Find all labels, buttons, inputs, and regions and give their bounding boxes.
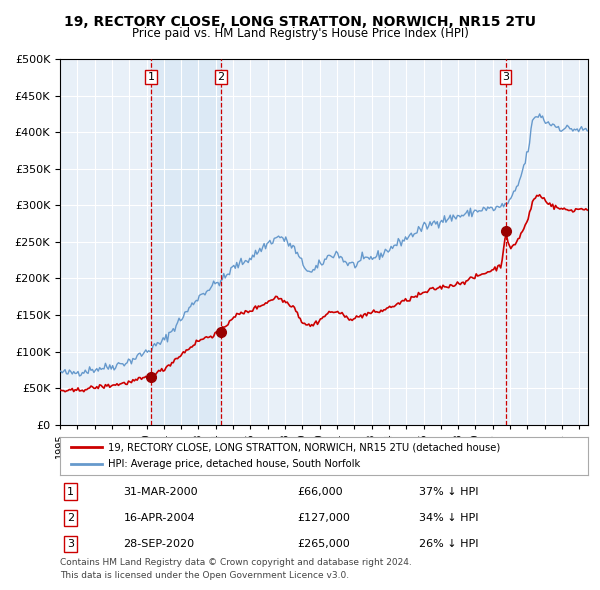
Text: £66,000: £66,000 [298,487,343,497]
Text: Contains HM Land Registry data © Crown copyright and database right 2024.: Contains HM Land Registry data © Crown c… [60,558,412,566]
Text: 2: 2 [217,72,224,82]
Text: £265,000: £265,000 [298,539,350,549]
Text: 28-SEP-2020: 28-SEP-2020 [124,539,194,549]
Text: 26% ↓ HPI: 26% ↓ HPI [419,539,479,549]
Text: 19, RECTORY CLOSE, LONG STRATTON, NORWICH, NR15 2TU: 19, RECTORY CLOSE, LONG STRATTON, NORWIC… [64,15,536,29]
Text: £127,000: £127,000 [298,513,350,523]
Text: 34% ↓ HPI: 34% ↓ HPI [419,513,479,523]
Text: 1: 1 [67,487,74,497]
Text: 2: 2 [67,513,74,523]
Text: 31-MAR-2000: 31-MAR-2000 [124,487,198,497]
Text: Price paid vs. HM Land Registry's House Price Index (HPI): Price paid vs. HM Land Registry's House … [131,27,469,40]
Text: This data is licensed under the Open Government Licence v3.0.: This data is licensed under the Open Gov… [60,571,349,580]
Text: 19, RECTORY CLOSE, LONG STRATTON, NORWICH, NR15 2TU (detached house): 19, RECTORY CLOSE, LONG STRATTON, NORWIC… [107,442,500,453]
Text: HPI: Average price, detached house, South Norfolk: HPI: Average price, detached house, Sout… [107,459,360,469]
Text: 3: 3 [67,539,74,549]
Text: 37% ↓ HPI: 37% ↓ HPI [419,487,479,497]
Text: 1: 1 [148,72,154,82]
Text: 16-APR-2004: 16-APR-2004 [124,513,195,523]
Bar [151,59,221,425]
Text: 3: 3 [502,72,509,82]
